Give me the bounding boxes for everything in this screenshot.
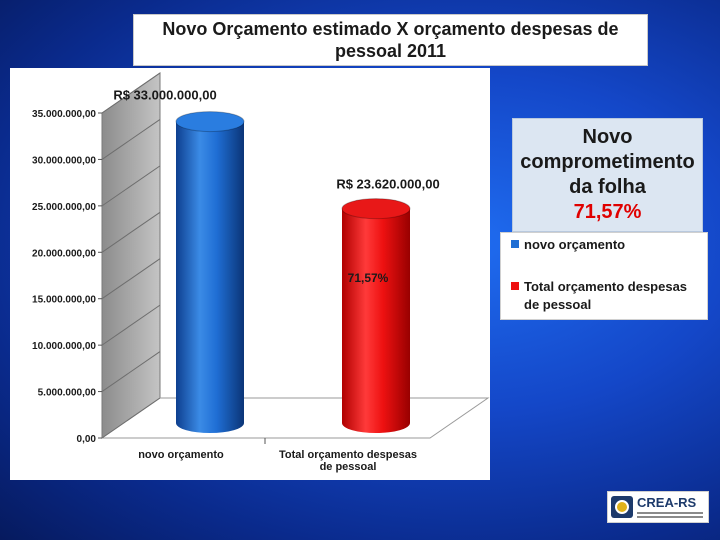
data-label: R$ 23.620.000,00 xyxy=(336,177,439,192)
crea-rs-logo: CREA-RS xyxy=(607,491,709,523)
gridline xyxy=(101,258,161,300)
bar-cylinder-body xyxy=(342,208,410,433)
y-tick-label: 10.000.000,00 xyxy=(32,341,96,352)
crea-seal-icon xyxy=(611,496,633,518)
bar-cylinder-top xyxy=(175,111,245,133)
logo-subtext-lines xyxy=(637,512,703,518)
legend-item-total-despesas: Total orçamento despesas de pessoal xyxy=(511,278,703,314)
bar-cylinder-body xyxy=(176,121,244,434)
legend-label: novo orçamento xyxy=(524,237,626,252)
y-tick-label: 5.000.000,00 xyxy=(38,388,97,399)
comprometimento-box: Novo comprometimento da folha 71,57% xyxy=(512,118,703,232)
gridline xyxy=(101,72,161,114)
gridline xyxy=(101,165,161,207)
x-category-label: novo orçamento xyxy=(138,449,224,461)
legend-item-novo-orcamento: novo orçamento xyxy=(511,236,625,254)
slide-title-box: Novo Orçamento estimado X orçamento desp… xyxy=(133,14,648,66)
data-label: R$ 33.000.000,00 xyxy=(113,88,216,103)
x-category-label: de pessoal xyxy=(320,461,377,473)
bar-annotation-percent: 71,57% xyxy=(348,271,389,285)
gridline xyxy=(101,119,161,160)
legend-swatch-blue xyxy=(511,240,519,248)
y-tick-label: 20.000.000,00 xyxy=(32,248,96,259)
gridline xyxy=(101,304,161,346)
x-category-label: Total orçamento despesas xyxy=(279,449,417,461)
legend-label: Total orçamento despesas de pessoal xyxy=(524,279,688,312)
chart-side-wall xyxy=(101,72,161,439)
y-tick-label: 0,00 xyxy=(77,434,97,445)
chart-floor xyxy=(100,397,490,439)
gridline xyxy=(101,351,161,392)
bar-novo-orcamento xyxy=(175,111,245,434)
y-tick-label: 25.000.000,00 xyxy=(32,202,96,213)
info-line-da-folha: da folha xyxy=(569,176,646,198)
info-percent: 71,57% xyxy=(573,201,642,223)
y-tick-label: 30.000.000,00 xyxy=(32,155,96,166)
bar-chart: 0,00 5.000.000,00 10.000.000,00 15.000.000,… xyxy=(32,72,490,473)
slide-title: Novo Orçamento estimado X orçamento desp… xyxy=(162,19,619,61)
info-line-novo: Novo xyxy=(582,126,633,148)
y-tick-label: 35.000.000,00 xyxy=(32,109,96,120)
chart-legend: novo orçamento Total orçamento despesas … xyxy=(500,232,708,320)
bar-total-despesas-pessoal xyxy=(341,198,411,433)
legend-swatch-red xyxy=(511,282,519,290)
info-line-comprometimento: comprometimento xyxy=(520,151,695,173)
chart-panel: 0,00 5.000.000,00 10.000.000,00 15.000.000,… xyxy=(10,68,490,480)
logo-text: CREA-RS xyxy=(637,495,697,510)
gridline xyxy=(101,211,161,253)
bar-cylinder-top xyxy=(341,198,411,220)
y-tick-label: 15.000.000,00 xyxy=(32,295,96,306)
gridline xyxy=(101,397,161,439)
